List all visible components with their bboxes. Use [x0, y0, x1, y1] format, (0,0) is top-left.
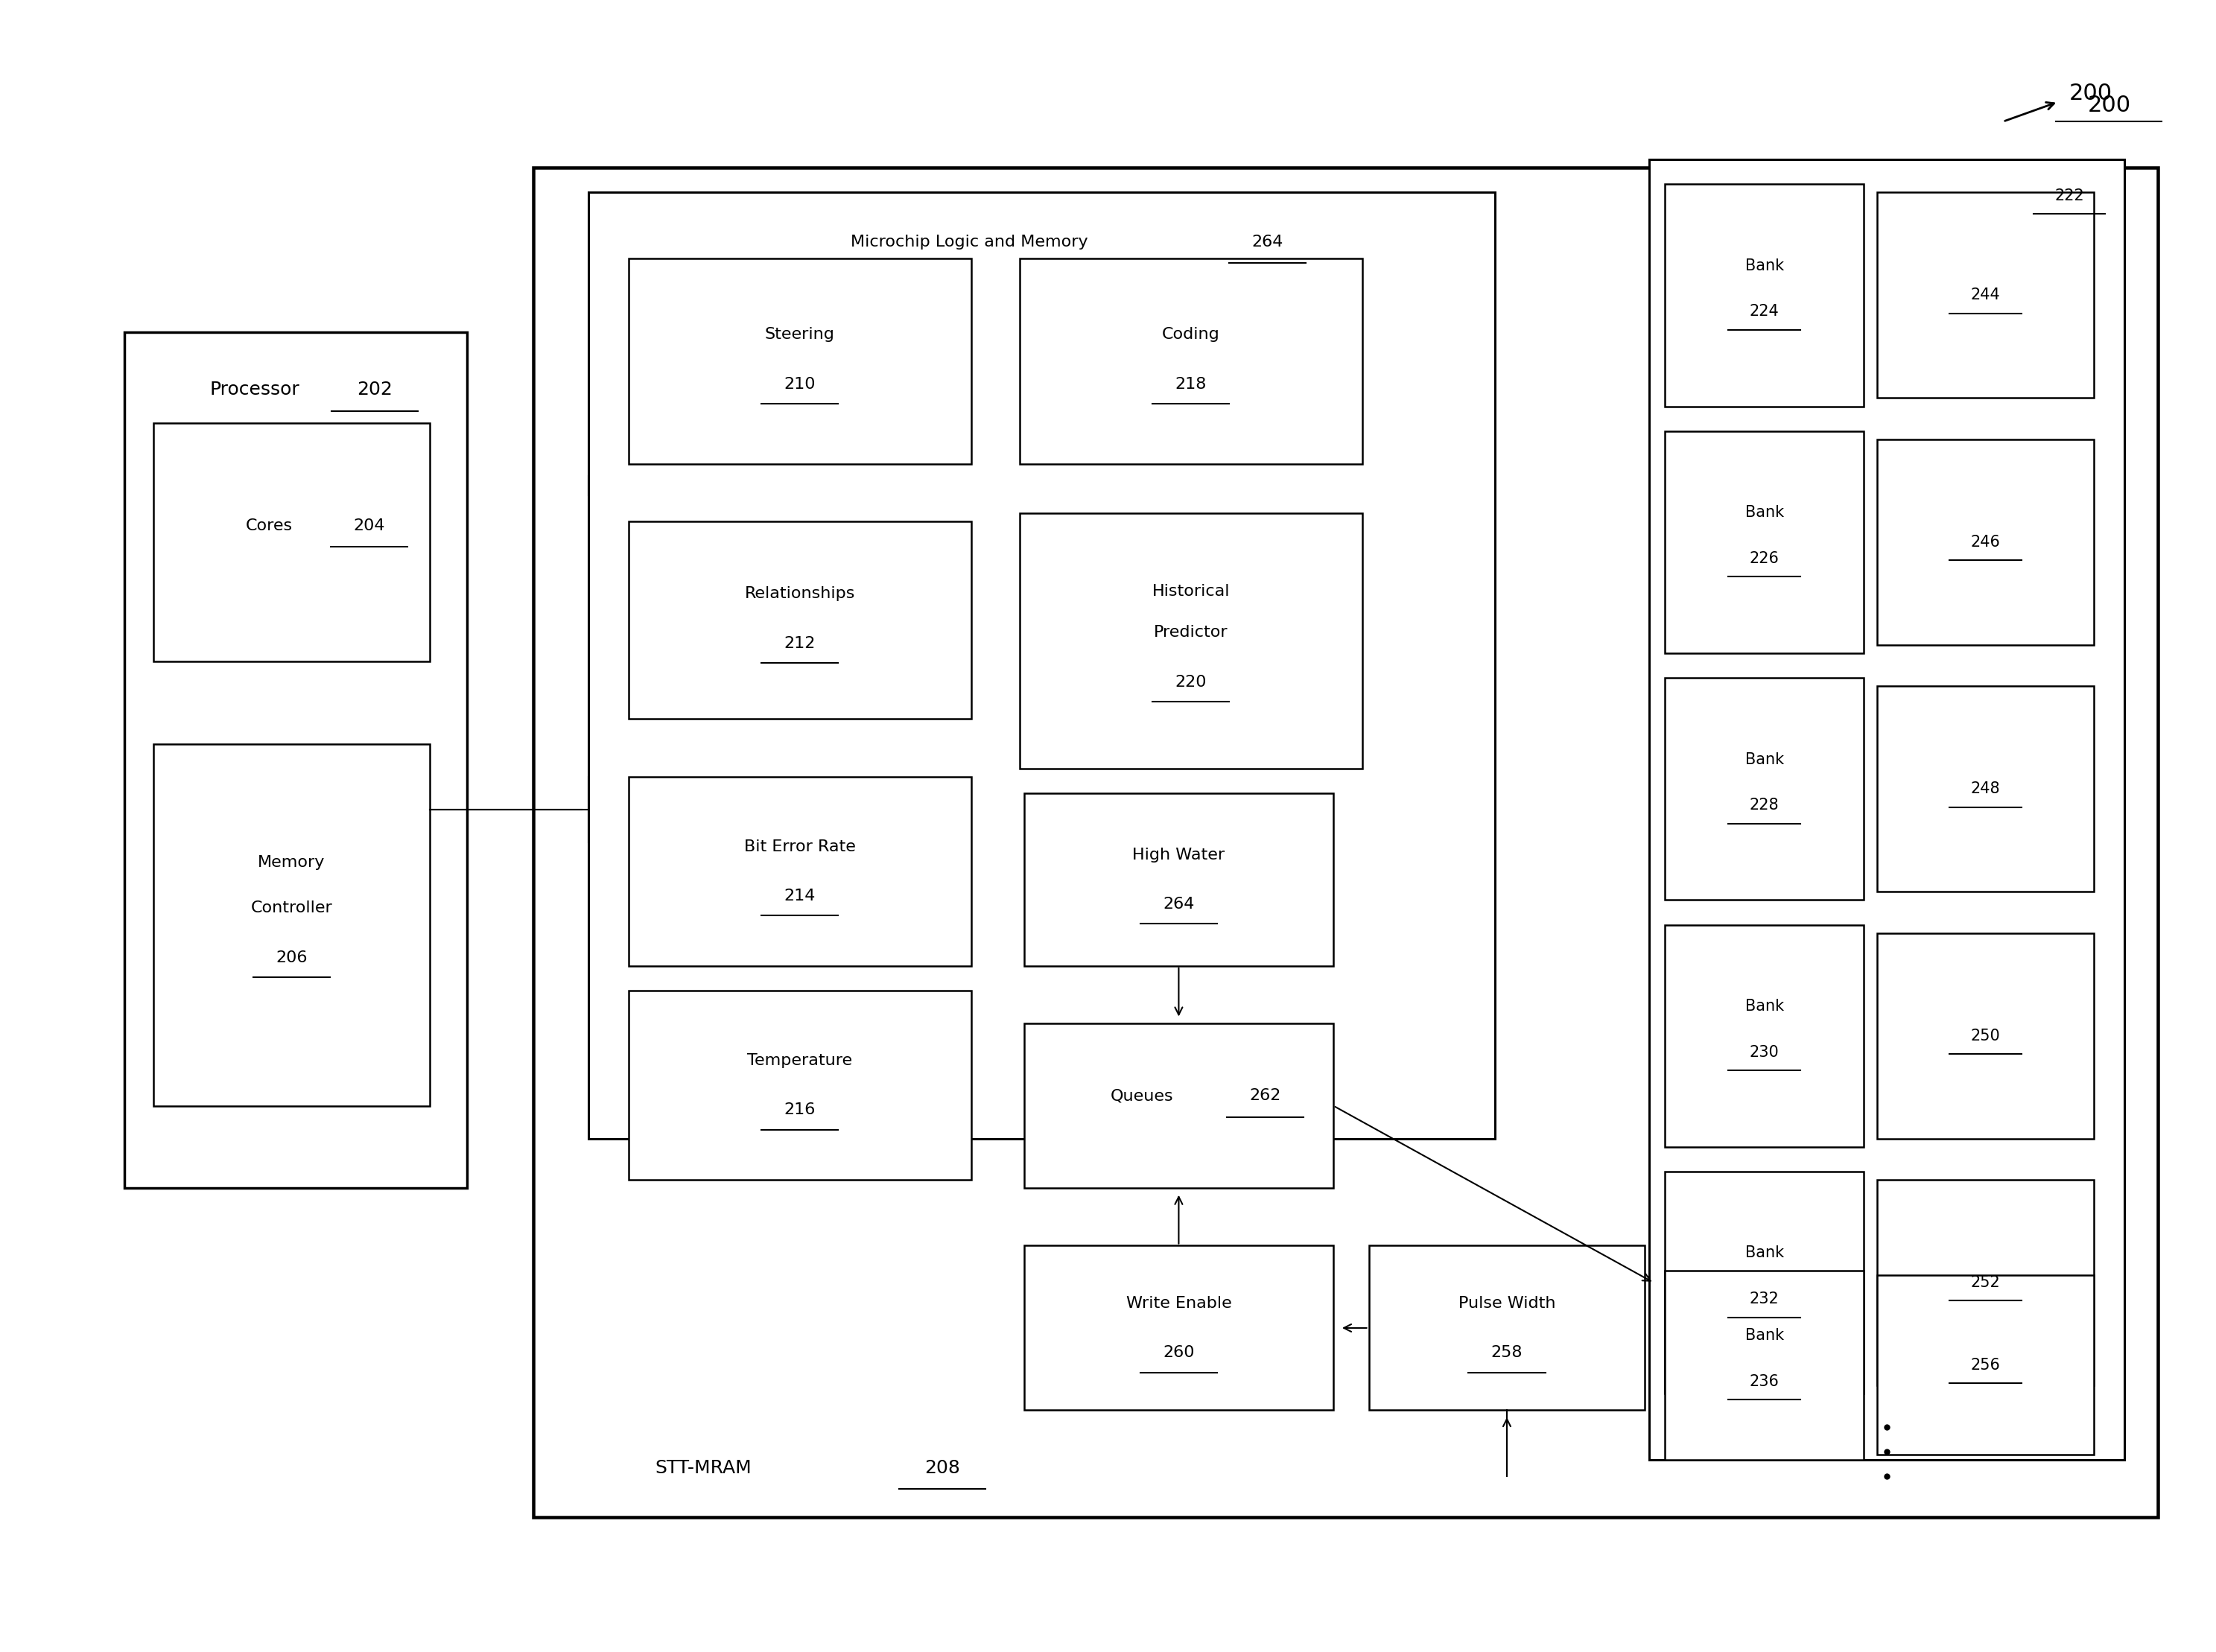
- Text: Bank: Bank: [1744, 1246, 1784, 1260]
- Text: 262: 262: [1250, 1089, 1281, 1104]
- Text: High Water: High Water: [1132, 847, 1225, 862]
- Text: 212: 212: [784, 636, 815, 651]
- Text: Pulse Width: Pulse Width: [1458, 1295, 1556, 1310]
- Text: Queues: Queues: [1110, 1089, 1172, 1104]
- Bar: [1664, 431, 1864, 653]
- Text: 236: 236: [1748, 1374, 1779, 1389]
- Text: 208: 208: [924, 1459, 960, 1477]
- Text: Bank: Bank: [1744, 999, 1784, 1014]
- Bar: [1877, 933, 2094, 1138]
- Text: Temperature: Temperature: [747, 1052, 853, 1067]
- Bar: [1664, 1270, 1864, 1460]
- Bar: [1877, 1275, 2094, 1455]
- Bar: [1877, 192, 2094, 398]
- Bar: [1664, 183, 1864, 406]
- Text: Bank: Bank: [1744, 258, 1784, 273]
- Text: 244: 244: [1970, 287, 2001, 302]
- Text: Bank: Bank: [1744, 506, 1784, 520]
- Text: 256: 256: [1970, 1358, 2001, 1373]
- Text: Coding: Coding: [1161, 327, 1219, 342]
- Bar: [1024, 793, 1334, 966]
- Bar: [1019, 258, 1363, 464]
- Text: 232: 232: [1748, 1292, 1779, 1307]
- Text: 206: 206: [275, 950, 308, 965]
- Bar: [1369, 1246, 1644, 1411]
- Bar: [629, 522, 971, 719]
- Bar: [1877, 686, 2094, 892]
- Text: 246: 246: [1970, 535, 2001, 550]
- Text: Processor: Processor: [211, 382, 299, 398]
- Text: Cores: Cores: [246, 519, 293, 534]
- Bar: [1024, 1024, 1334, 1188]
- Text: Bank: Bank: [1744, 1328, 1784, 1343]
- Text: 258: 258: [1491, 1345, 1522, 1360]
- Text: 230: 230: [1748, 1044, 1779, 1059]
- Text: 216: 216: [784, 1102, 815, 1117]
- Text: 210: 210: [784, 377, 815, 392]
- Text: 220: 220: [1174, 674, 1208, 689]
- Bar: [124, 332, 468, 1188]
- Bar: [153, 423, 430, 661]
- Text: Bit Error Rate: Bit Error Rate: [745, 839, 855, 854]
- Bar: [1877, 439, 2094, 644]
- Text: Bank: Bank: [1744, 752, 1784, 767]
- Text: Controller: Controller: [250, 900, 332, 915]
- Text: 224: 224: [1748, 304, 1779, 319]
- Bar: [153, 743, 430, 1105]
- Bar: [1664, 1171, 1864, 1394]
- Text: 248: 248: [1970, 781, 2001, 796]
- Text: 204: 204: [352, 519, 386, 534]
- Bar: [1024, 1246, 1334, 1411]
- Text: STT-MRAM: STT-MRAM: [656, 1459, 751, 1477]
- Text: Relationships: Relationships: [745, 586, 855, 601]
- Text: Historical: Historical: [1152, 585, 1230, 600]
- Bar: [1664, 925, 1864, 1146]
- Text: Memory: Memory: [257, 854, 326, 869]
- Bar: [1877, 1180, 2094, 1386]
- Text: Write Enable: Write Enable: [1126, 1295, 1232, 1310]
- Text: 200: 200: [2087, 94, 2132, 116]
- Bar: [1664, 677, 1864, 900]
- Text: 222: 222: [2054, 188, 2083, 203]
- Bar: [534, 169, 2158, 1517]
- Text: 228: 228: [1751, 798, 1779, 813]
- Bar: [1019, 514, 1363, 768]
- Bar: [629, 991, 971, 1180]
- Bar: [629, 776, 971, 966]
- Text: 250: 250: [1970, 1029, 2001, 1044]
- Text: 218: 218: [1174, 377, 1208, 392]
- Text: 260: 260: [1163, 1345, 1194, 1360]
- Text: 200: 200: [2070, 83, 2112, 104]
- Text: 264: 264: [1163, 897, 1194, 912]
- Text: 214: 214: [784, 889, 815, 904]
- Text: 252: 252: [1970, 1275, 2001, 1290]
- Bar: [629, 258, 971, 464]
- Bar: [589, 192, 1496, 1138]
- Bar: [1649, 160, 2125, 1460]
- Text: 264: 264: [1252, 235, 1283, 249]
- Text: Microchip Logic and Memory: Microchip Logic and Memory: [851, 235, 1088, 249]
- Text: 202: 202: [357, 382, 392, 398]
- Text: Steering: Steering: [765, 327, 835, 342]
- Text: 226: 226: [1748, 552, 1779, 567]
- Text: Predictor: Predictor: [1155, 624, 1228, 639]
